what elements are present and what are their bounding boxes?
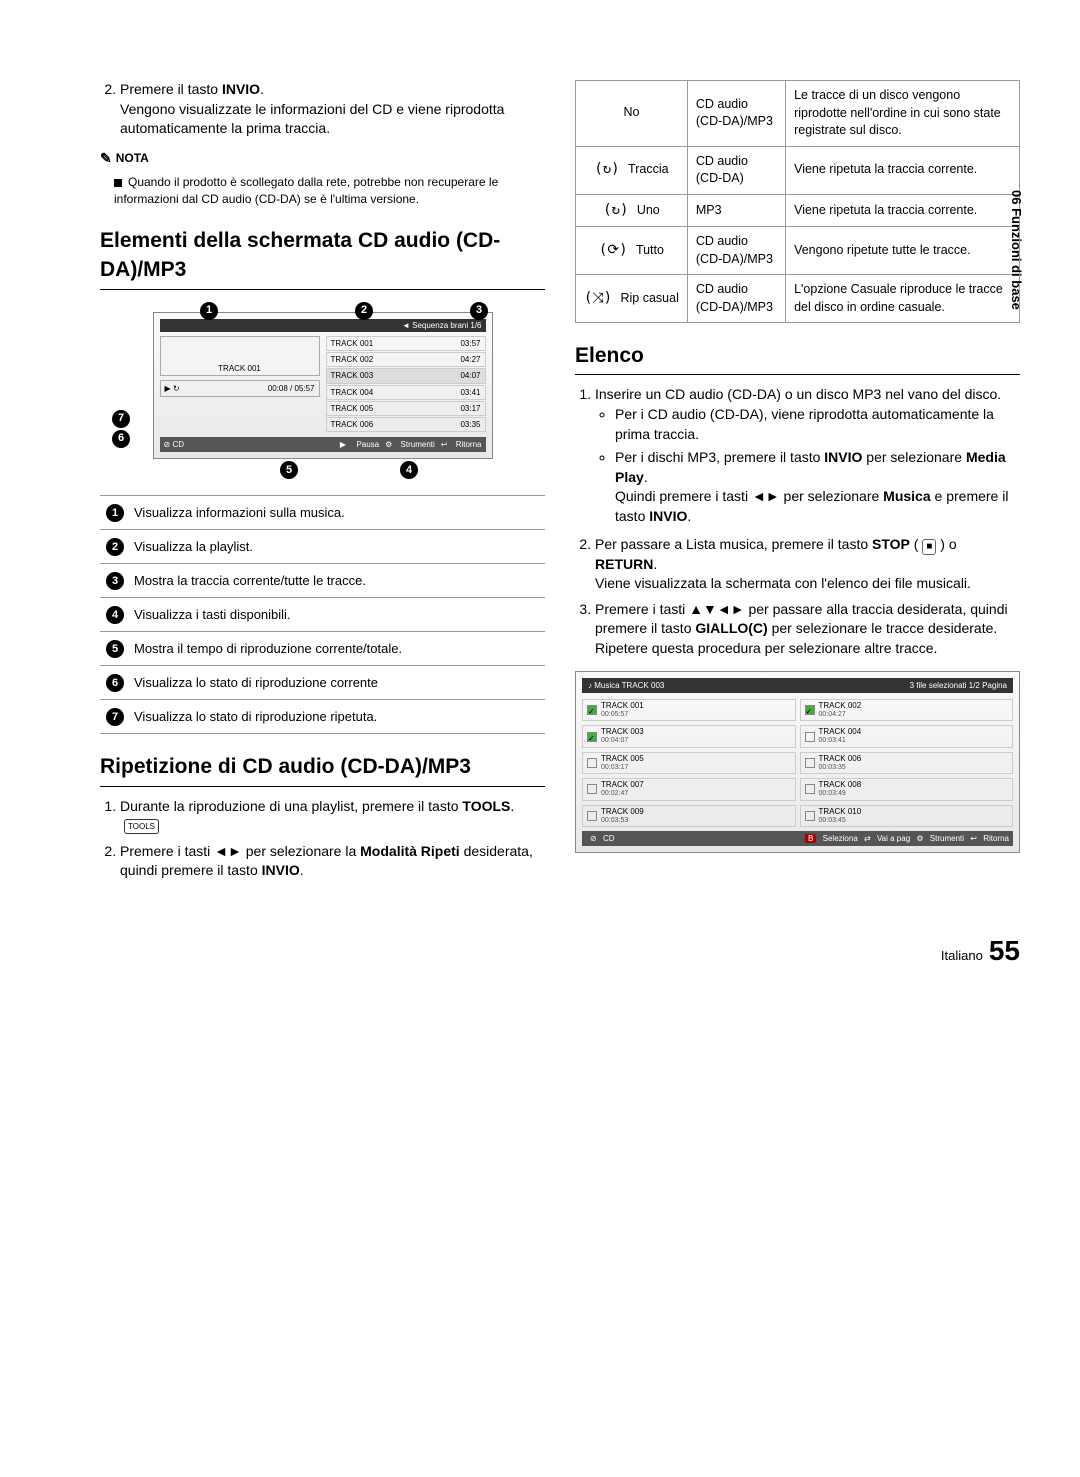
- screen-playlist: TRACK 00103:57TRACK 00204:27TRACK 00304:…: [326, 336, 486, 433]
- mode-row: NoCD audio (CD-DA)/MP3Le tracce di un di…: [576, 81, 1020, 147]
- legend-row: 1Visualizza informazioni sulla musica.: [100, 496, 545, 530]
- mode-row: (⟳) TuttoCD audio (CD-DA)/MP3Vengono rip…: [576, 227, 1020, 275]
- note-bullet-icon: [114, 179, 122, 187]
- mode-row: (↻) TracciaCD audio (CD-DA)Viene ripetut…: [576, 146, 1020, 194]
- file-cell: TRACK 00900:03:53: [582, 805, 796, 827]
- screen-time: ▶ ↻ 00:08 / 05:57: [160, 380, 320, 397]
- legend-row: 2Visualizza la playlist.: [100, 530, 545, 564]
- mode-row: (⤨) Rip casualCD audio (CD-DA)/MP3L'opzi…: [576, 275, 1020, 323]
- legend-table: 1Visualizza informazioni sulla musica.2V…: [100, 495, 545, 734]
- screen-footer: ⊘ CD ▶ 󠀠 Pausa⚙ Strumenti↩ Ritorna: [160, 437, 486, 452]
- repeat-step-1: Durante la riproduzione di una playlist,…: [120, 797, 545, 836]
- note-icon: ✎: [100, 149, 112, 169]
- file-cell: TRACK 00800:03:49: [800, 778, 1014, 800]
- note-text: Quando il prodotto è scollegato dalla re…: [114, 175, 498, 206]
- file-cell: TRACK 00700:02:47: [582, 778, 796, 800]
- repeat-step-2: Premere i tasti ◄► per selezionare la Mo…: [120, 842, 545, 881]
- section-tab: 06 Funzioni di base: [1007, 190, 1025, 310]
- heading-elements: Elementi della schermata CD audio (CD-DA…: [100, 226, 545, 290]
- legend-row: 3Mostra la traccia corrente/tutte le tra…: [100, 564, 545, 598]
- track-row: TRACK 00503:17: [326, 401, 486, 416]
- callout-4: 4: [400, 461, 418, 479]
- elenco-step-1: Inserire un CD audio (CD-DA) o un disco …: [595, 385, 1020, 526]
- legend-row: 5Mostra il tempo di riproduzione corrent…: [100, 632, 545, 666]
- stop-icon: ■: [922, 539, 936, 555]
- callout-3: 3: [470, 302, 488, 320]
- note-body: Quando il prodotto è scollegato dalla re…: [100, 174, 545, 208]
- track-row: TRACK 00403:41: [326, 385, 486, 400]
- elenco-step-3: Premere i tasti ▲▼◄► per passare alla tr…: [595, 600, 1020, 659]
- screen-header: ◄ Sequenza brani 1/6: [160, 319, 486, 332]
- step2-text-c: .: [260, 81, 264, 97]
- step-2: Premere il tasto INVIO. Vengono visualiz…: [120, 80, 545, 139]
- track-row: TRACK 00204:27: [326, 352, 486, 367]
- heading-repeat: Ripetizione di CD audio (CD-DA)/MP3: [100, 752, 545, 786]
- file-cell: ✓TRACK 00100:05:57: [582, 699, 796, 721]
- elenco-step-2: Per passare a Lista musica, premere il t…: [595, 535, 1020, 594]
- step2-text-a: Premere il tasto: [120, 81, 222, 97]
- tools-icon: TOOLS: [124, 819, 159, 834]
- screen-mock: ◄ Sequenza brani 1/6 TRACK 001 ▶ ↻ 00:08…: [153, 312, 493, 460]
- note-label: ✎NOTA: [100, 149, 545, 169]
- file-cell: ✓TRACK 00200:04:27: [800, 699, 1014, 721]
- page-footer: Italiano55: [100, 931, 1020, 970]
- screen-diagram: 1 2 3 7 6 5 4 ◄ Sequenza brani 1/6 TRACK…: [100, 302, 545, 480]
- track-row: TRACK 00103:57: [326, 336, 486, 351]
- heading-elenco: Elenco: [575, 341, 1020, 375]
- step2-key: INVIO: [222, 81, 260, 97]
- callout-1: 1: [200, 302, 218, 320]
- file-cell: TRACK 00500:03:17: [582, 752, 796, 774]
- file-cell: ✓TRACK 00300:04:07: [582, 725, 796, 747]
- legend-row: 4Visualizza i tasti disponibili.: [100, 598, 545, 632]
- step2-desc: Vengono visualizzate le informazioni del…: [120, 101, 504, 137]
- track-row: TRACK 00603:35: [326, 417, 486, 432]
- callout-5: 5: [280, 461, 298, 479]
- legend-row: 7Visualizza lo stato di riproduzione rip…: [100, 700, 545, 734]
- file-cell: TRACK 01000:03:45: [800, 805, 1014, 827]
- legend-row: 6Visualizza lo stato di riproduzione cor…: [100, 666, 545, 700]
- callout-7: 7: [112, 410, 130, 428]
- track-row: TRACK 00304:07: [326, 368, 486, 383]
- callout-6: 6: [112, 430, 130, 448]
- screen-nowplaying: TRACK 001: [160, 336, 320, 376]
- elenco-1-sub1: Per i CD audio (CD-DA), viene riprodotta…: [615, 405, 1020, 444]
- mode-table: NoCD audio (CD-DA)/MP3Le tracce di un di…: [575, 80, 1020, 323]
- note-label-text: NOTA: [116, 150, 149, 167]
- mode-row: (↻) UnoMP3Viene ripetuta la traccia corr…: [576, 194, 1020, 227]
- elenco-1-sub2: Per i dischi MP3, premere il tasto INVIO…: [615, 448, 1020, 526]
- file-cell: TRACK 00400:03:41: [800, 725, 1014, 747]
- screen-mock-2: ♪ Musica TRACK 0033 file selezionati 1/2…: [575, 671, 1020, 854]
- callout-2: 2: [355, 302, 373, 320]
- file-cell: TRACK 00600:03:35: [800, 752, 1014, 774]
